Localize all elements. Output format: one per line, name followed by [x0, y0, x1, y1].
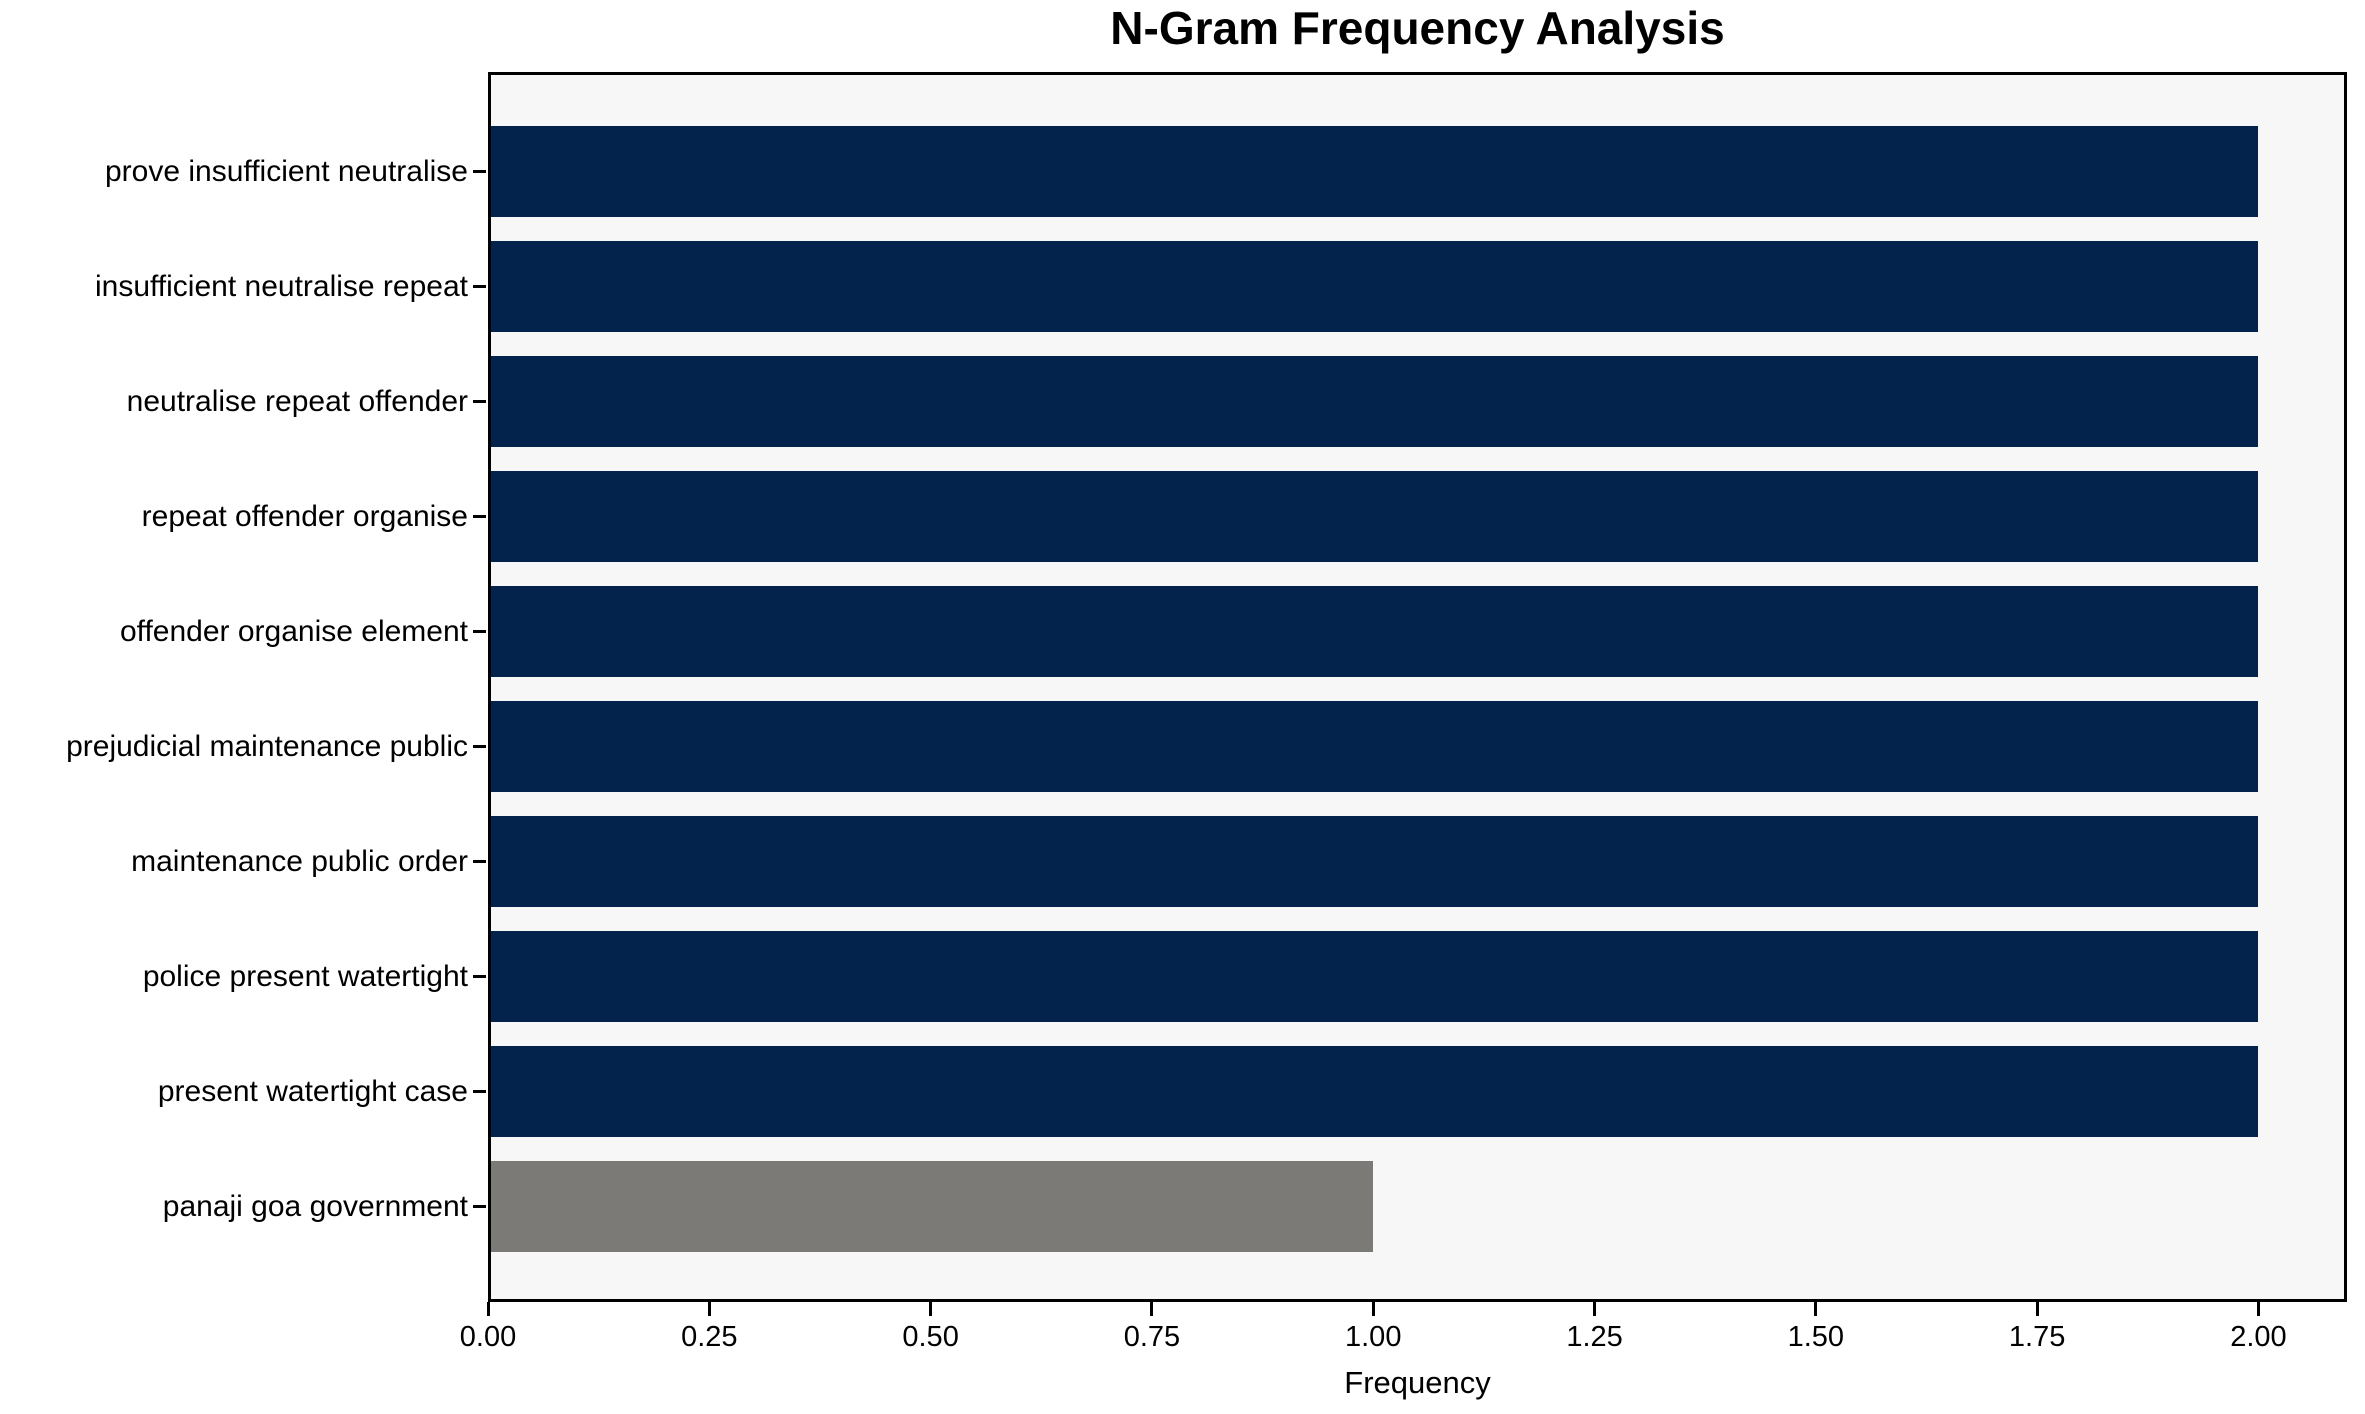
y-tick-label: maintenance public order [131, 844, 468, 878]
y-tick [473, 745, 486, 748]
x-tick-label: 0.50 [902, 1321, 959, 1353]
bar [488, 356, 2259, 447]
y-tick [473, 860, 486, 863]
x-tick-label: 1.25 [1566, 1321, 1623, 1353]
y-tick-label: prejudicial maintenance public [66, 729, 468, 763]
y-tick [473, 1205, 486, 1208]
x-tick [1150, 1302, 1154, 1316]
bar [488, 471, 2259, 562]
bar [488, 241, 2259, 332]
y-tick [473, 400, 486, 403]
y-tick [473, 170, 486, 173]
y-tick-label: neutralise repeat offender [126, 384, 468, 418]
x-tick-label: 0.00 [459, 1321, 517, 1353]
bar [488, 816, 2259, 907]
bar [488, 1161, 1374, 1252]
y-tick-label: insufficient neutralise repeat [94, 269, 468, 303]
x-tick-label: 1.75 [2008, 1321, 2066, 1353]
x-axis-label: Frequency [1344, 1365, 1491, 1400]
y-tick [473, 515, 486, 518]
x-tick [1593, 1302, 1597, 1316]
y-tick [473, 1090, 486, 1093]
y-tick [473, 975, 486, 978]
x-tick [2256, 1302, 2260, 1316]
x-tick [1371, 1302, 1375, 1316]
y-tick [473, 285, 486, 288]
x-tick [486, 1302, 490, 1316]
plot-area: Frequency 0.00 0.25 0.50 0.75 1.00 1.25 1.50 1.… [460, 72, 2347, 1400]
y-tick [473, 630, 486, 633]
x-tick-label: 2.00 [2230, 1321, 2287, 1353]
x-tick-label: 1.50 [1787, 1321, 1845, 1353]
x-tick [707, 1302, 711, 1316]
y-tick-label: panaji goa government [162, 1189, 468, 1223]
x-tick [1814, 1302, 1818, 1316]
bar [488, 126, 2259, 217]
y-tick-label: present watertight case [157, 1074, 468, 1108]
x-tick-label: 0.75 [1123, 1321, 1181, 1353]
y-tick-label: offender organise element [119, 614, 468, 648]
bar [488, 701, 2259, 792]
x-tick-label: 0.25 [681, 1321, 738, 1353]
y-tick-label: police present watertight [142, 959, 468, 993]
x-tick [929, 1302, 933, 1316]
y-tick-label: repeat offender organise [141, 499, 468, 533]
bar [488, 931, 2259, 1022]
y-tick-label: prove insufficient neutralise [105, 154, 468, 188]
chart-title: N-Gram Frequency Analysis [1110, 2, 1725, 54]
bar [488, 1046, 2259, 1137]
x-tick [2035, 1302, 2039, 1316]
bar [488, 586, 2259, 677]
x-tick-label: 1.00 [1345, 1321, 1402, 1353]
